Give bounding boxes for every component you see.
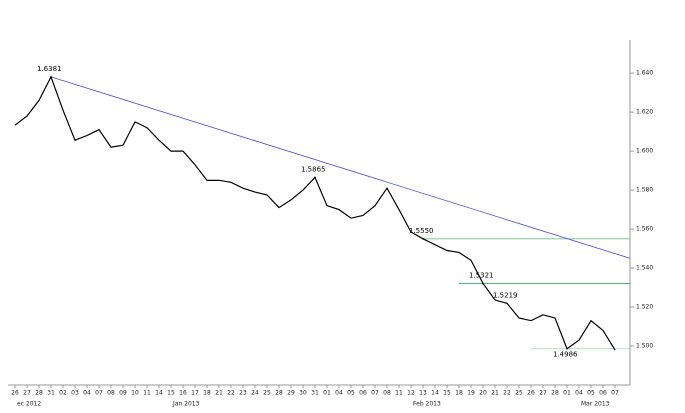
x-tick-label: 14	[431, 390, 439, 397]
x-tick-label: 04	[83, 390, 91, 397]
x-tick-label: 01	[323, 390, 331, 397]
y-tick-label: 1.600	[636, 148, 653, 155]
x-tick-label: 06	[599, 390, 607, 397]
x-tick-label: 18	[203, 390, 211, 397]
x-tick-label: 11	[395, 390, 403, 397]
x-tick-label: 14	[155, 390, 163, 397]
x-tick-label: 27	[23, 390, 31, 397]
x-tick-label: 27	[539, 390, 547, 397]
y-tick-label: 1.580	[636, 187, 653, 194]
x-tick-label: 04	[335, 390, 343, 397]
y-tick-label: 1.500	[636, 343, 653, 350]
trendline	[50, 76, 631, 259]
x-tick-label: 07	[371, 390, 379, 397]
x-tick-label: 05	[347, 390, 355, 397]
x-tick-label: 07	[611, 390, 619, 397]
x-tick-label: 28	[551, 390, 559, 397]
y-tick-label: 1.520	[636, 304, 653, 311]
x-tick-label: 03	[71, 390, 79, 397]
x-tick-label: 04	[575, 390, 583, 397]
annotation-point	[482, 282, 484, 285]
y-tick-label: 1.640	[636, 70, 653, 77]
x-tick-label: 07	[95, 390, 103, 397]
x-tick-label: 01	[563, 390, 571, 397]
x-tick-label: 20	[479, 390, 487, 397]
annotation-label: 1.5219	[493, 291, 518, 299]
x-tick-label: 11	[143, 390, 151, 397]
x-tick-label: 28	[275, 390, 283, 397]
x-tick-label: 16	[179, 390, 187, 397]
annotation-label: 1.5550	[409, 227, 434, 235]
annotation-point	[50, 76, 52, 78]
x-tick-label: 19	[467, 390, 475, 397]
annotation-label: 1.5321	[469, 271, 494, 279]
x-tick-label: 17	[191, 390, 199, 397]
x-tick-label: 09	[119, 390, 127, 397]
x-tick-label: 31	[47, 390, 55, 397]
x-tick-label: 06	[359, 390, 367, 397]
annotation-point	[506, 302, 508, 305]
annotation-point	[566, 347, 568, 350]
x-tick-label: 10	[131, 390, 139, 397]
x-tick-label: 30	[299, 390, 307, 397]
x-tick-label: 15	[443, 390, 451, 397]
annotation-label: 1.6381	[37, 65, 62, 73]
x-tick-label: 31	[311, 390, 319, 397]
x-tick-label: 22	[503, 390, 511, 397]
month-label: Jan 2013	[172, 401, 200, 408]
x-tick-label: 25	[515, 390, 523, 397]
annotation-label: 1.4986	[553, 351, 578, 359]
x-tick-label: 24	[251, 390, 259, 397]
x-tick-label: 26	[11, 390, 19, 397]
x-tick-label: 28	[35, 390, 43, 397]
x-tick-label: 29	[287, 390, 295, 397]
x-tick-label: 23	[239, 390, 247, 397]
x-tick-label: 08	[107, 390, 115, 397]
x-tick-label: 08	[383, 390, 391, 397]
month-label: ec 2012	[17, 401, 41, 408]
month-label: Feb 2013	[413, 401, 441, 408]
annotation-point	[314, 176, 316, 179]
y-tick-label: 1.620	[636, 109, 653, 116]
y-tick-label: 1.540	[636, 265, 653, 272]
x-tick-label: 13	[419, 390, 427, 397]
x-tick-label: 12	[407, 390, 415, 397]
x-tick-label: 25	[263, 390, 271, 397]
x-tick-label: 15	[167, 390, 175, 397]
y-tick-label: 1.560	[636, 226, 653, 233]
x-tick-label: 22	[227, 390, 235, 397]
x-tick-label: 26	[527, 390, 535, 397]
x-tick-label: 21	[491, 390, 499, 397]
x-tick-label: 02	[59, 390, 67, 397]
annotation-label: 1.5865	[301, 165, 326, 173]
x-tick-label: 21	[215, 390, 223, 397]
annotation-point	[422, 238, 424, 240]
x-tick-label: 18	[455, 390, 463, 397]
month-label: Mar 2013	[581, 401, 610, 408]
x-tick-label: 05	[587, 390, 595, 397]
